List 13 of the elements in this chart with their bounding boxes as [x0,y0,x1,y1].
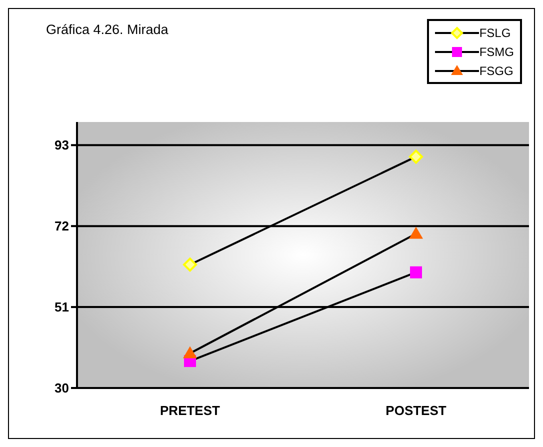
legend-label: FSGG [479,64,514,78]
y-tick-label: 51 [54,300,69,315]
point [183,258,197,272]
y-tick-label: 93 [54,138,69,153]
y-tick-label: 72 [54,218,69,234]
chart-title: Gráfica 4.26. Mirada [46,22,168,37]
legend-label: FSMG [479,44,514,58]
x-tick-label: POSTEST [386,403,446,418]
point [409,150,423,164]
y-tick-label: 30 [54,380,69,396]
legend-label: FSLG [479,26,511,40]
point [410,266,422,278]
x-tick-label: PRETEST [160,403,220,418]
